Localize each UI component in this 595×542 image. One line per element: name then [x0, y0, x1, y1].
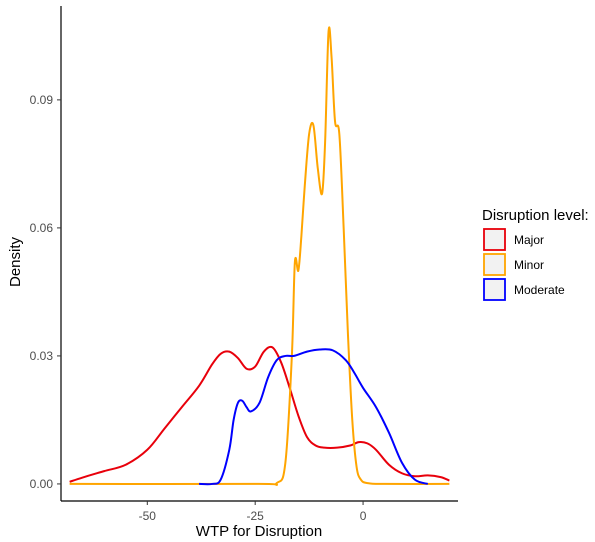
legend-label-moderate: Moderate: [514, 283, 565, 297]
series-line-major: [69, 345, 450, 483]
legend-entries: Major Minor Moderate: [483, 228, 565, 301]
plot-lines: [69, 26, 450, 486]
legend-key-moderate: [483, 278, 506, 301]
y-tick-label: 0.03: [30, 349, 54, 363]
series-line-minor: [69, 26, 450, 486]
x-ticks: -50 -25 0: [139, 501, 367, 523]
y-tick-label: 0.06: [30, 221, 54, 235]
y-axis-title: Density: [7, 236, 24, 287]
x-tick-label: -25: [247, 509, 265, 523]
x-axis-title: WTP for Disruption: [196, 523, 322, 540]
legend-label-major: Major: [514, 233, 544, 247]
legend-label-minor: Minor: [514, 258, 544, 272]
legend-key-major: [483, 228, 506, 251]
y-tick-label: 0.09: [30, 93, 54, 107]
series-line-moderate: [199, 348, 429, 486]
legend-key-minor: [483, 253, 506, 276]
x-tick-label: 0: [360, 509, 367, 523]
y-tick-label: 0.00: [30, 477, 54, 491]
legend-title: Disruption level:: [482, 207, 589, 224]
legend: Disruption level: Major Minor Moderate: [482, 207, 589, 301]
x-tick-label: -50: [139, 509, 157, 523]
y-ticks: 0.00 0.03 0.06 0.09: [30, 93, 61, 491]
